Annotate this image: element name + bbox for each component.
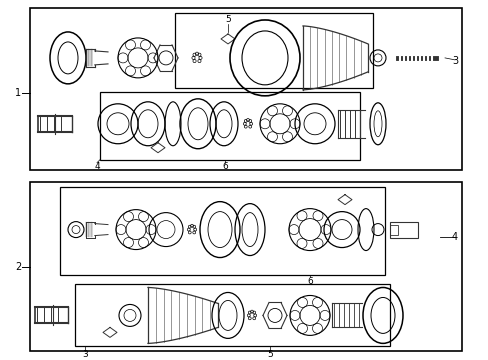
Bar: [389, 225, 397, 235]
Text: 4: 4: [94, 162, 100, 171]
Text: 6: 6: [222, 162, 227, 171]
Text: 5: 5: [224, 15, 230, 24]
Text: 1: 1: [15, 88, 21, 98]
Text: 3: 3: [82, 350, 88, 359]
Text: 4: 4: [451, 231, 457, 242]
Bar: [75, 284, 389, 346]
Text: 2: 2: [15, 261, 21, 271]
Text: 5: 5: [266, 350, 272, 359]
Text: 3: 3: [451, 56, 457, 66]
Bar: [30, 8, 461, 170]
Text: 6: 6: [306, 277, 312, 286]
Bar: [30, 182, 461, 351]
Bar: [175, 13, 372, 88]
Bar: [60, 187, 384, 275]
Bar: [389, 222, 417, 238]
Bar: [100, 92, 359, 160]
